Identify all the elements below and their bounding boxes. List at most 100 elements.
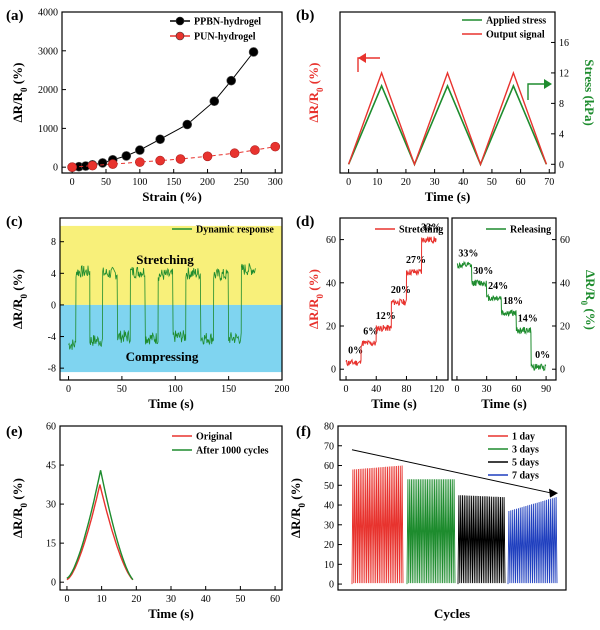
x-tick-label: 200 bbox=[275, 384, 290, 395]
series-line bbox=[72, 51, 254, 168]
x-tick-label: 80 bbox=[401, 384, 411, 395]
legend-label: Releasing bbox=[510, 225, 551, 236]
x-tick-label: 0 bbox=[66, 384, 71, 395]
data-point bbox=[67, 162, 77, 172]
panel-label: (d) bbox=[296, 214, 314, 230]
step-label: 0% bbox=[348, 346, 363, 357]
legend-label: 7 days bbox=[512, 471, 539, 482]
legend-label: Applied stress bbox=[486, 16, 546, 27]
legend-label: 1 day bbox=[512, 432, 535, 443]
step-label: 14% bbox=[518, 313, 538, 324]
y-tick-label: 30 bbox=[324, 520, 334, 531]
y-tick-label: 0 bbox=[51, 578, 56, 589]
x-tick-label: 70 bbox=[544, 177, 554, 188]
data-point bbox=[248, 47, 259, 57]
region-label: Compressing bbox=[126, 349, 199, 364]
step-label: 30% bbox=[473, 266, 493, 277]
plot-frame bbox=[59, 217, 283, 381]
trend-arrow bbox=[351, 449, 553, 494]
data-point bbox=[182, 119, 193, 130]
series-line bbox=[456, 260, 547, 372]
legend-label: 3 days bbox=[512, 445, 539, 456]
y-tick-label: 0 bbox=[51, 300, 56, 311]
y-axis-label: ΔR/R0 (%) bbox=[10, 269, 29, 329]
series-line bbox=[351, 465, 404, 585]
panel-b: 0 10 20 30 40 50 60 70 0 4 8 12 16 Applied stress Outp… bbox=[296, 8, 597, 204]
step-label: 6% bbox=[363, 326, 378, 337]
panel-e: 0 10 20 30 40 50 60 0 15 30 45 60 Original After 1000… bbox=[6, 422, 283, 621]
y-tick-label: 20 bbox=[324, 540, 334, 551]
data-point bbox=[121, 151, 132, 161]
y2-tick-label: 12 bbox=[559, 68, 569, 79]
data-point bbox=[226, 75, 237, 86]
x-tick-label: 100 bbox=[168, 384, 183, 395]
data-point bbox=[250, 145, 260, 155]
x-tick-label: 0 bbox=[344, 384, 349, 395]
data-point bbox=[135, 157, 145, 167]
x-axis-label: Cycles bbox=[434, 606, 470, 621]
right-axis-arrow bbox=[527, 83, 548, 100]
x-tick-label: 20 bbox=[131, 594, 141, 605]
x-tick-label: 50 bbox=[487, 177, 497, 188]
x-tick-label: 40 bbox=[458, 177, 468, 188]
series-line bbox=[457, 495, 506, 585]
arrow-head bbox=[544, 79, 552, 89]
panel-f: 0 10 20 30 40 50 60 70 80 1 day 3 days 5 days 7 days… bbox=[288, 422, 567, 621]
data-point bbox=[87, 160, 98, 171]
y-tick-label: 70 bbox=[324, 441, 334, 452]
x-tick-label: 30 bbox=[166, 594, 176, 605]
x-tick-label: 0 bbox=[64, 594, 69, 605]
legend-label: Stretching bbox=[399, 225, 443, 236]
data-point bbox=[107, 159, 118, 169]
y2-tick-label: 0 bbox=[560, 365, 565, 376]
legend-label: Original bbox=[196, 432, 232, 443]
x-tick-label: 200 bbox=[200, 177, 215, 188]
step-label: 33% bbox=[458, 249, 478, 260]
y-tick-label: 8 bbox=[51, 237, 56, 248]
series-line bbox=[68, 263, 257, 350]
step-label: 18% bbox=[503, 296, 523, 307]
y-axis-label: ΔR/R0 (%) bbox=[10, 63, 29, 123]
y-tick-label: 60 bbox=[46, 422, 56, 433]
y2-axis-label: ΔR/R0 (%) bbox=[579, 270, 598, 330]
x-axis-label: Strain (%) bbox=[142, 189, 202, 204]
legend-marker bbox=[175, 16, 185, 26]
x-axis-label: Time (s) bbox=[371, 396, 417, 411]
y-axis-label: ΔR/R0 (%) bbox=[306, 63, 325, 123]
series-line bbox=[347, 83, 548, 167]
plot-frame bbox=[61, 11, 283, 174]
plot-frame bbox=[337, 425, 567, 591]
legend-label: PPBN-hydrogel bbox=[194, 17, 261, 28]
data-point bbox=[97, 158, 108, 168]
panel-label: (f) bbox=[296, 424, 311, 440]
data-point bbox=[175, 154, 186, 164]
x-tick-label: 40 bbox=[371, 384, 381, 395]
plot-frame bbox=[339, 217, 449, 381]
y-tick-label: 4000 bbox=[38, 8, 58, 19]
y-tick-label: 3000 bbox=[38, 46, 58, 57]
region-label: Stretching bbox=[136, 252, 194, 267]
y-tick-label: 20 bbox=[326, 322, 336, 333]
data-point bbox=[135, 145, 145, 155]
legend-label: 5 days bbox=[512, 458, 539, 469]
plot-frame bbox=[451, 217, 557, 381]
y-tick-label: -8 bbox=[48, 364, 56, 375]
y-tick-label: 10 bbox=[324, 560, 334, 571]
y-axis-label: ΔR/R0 (%) bbox=[10, 478, 29, 538]
y-tick-label: 40 bbox=[324, 501, 334, 512]
panel-d: 0 40 80 12002040600%6%12%20%27%33%Stretchin… bbox=[296, 214, 598, 411]
y-tick-label: 0 bbox=[53, 163, 58, 174]
x-tick-label: 10 bbox=[97, 594, 107, 605]
arrow-head bbox=[358, 53, 366, 63]
step-label: 24% bbox=[488, 281, 508, 292]
panel-label: (e) bbox=[6, 424, 23, 440]
x-tick-label: 250 bbox=[234, 177, 249, 188]
data-point bbox=[155, 155, 165, 166]
x-tick-label: 30 bbox=[482, 384, 492, 395]
y-tick-label: 1000 bbox=[38, 124, 58, 135]
y-axis-label: ΔR/R0 (%) bbox=[306, 269, 325, 329]
panel-label: (c) bbox=[6, 214, 23, 230]
x-tick-label: 60 bbox=[511, 384, 521, 395]
region-band bbox=[60, 304, 282, 373]
plot-frame bbox=[339, 11, 556, 174]
